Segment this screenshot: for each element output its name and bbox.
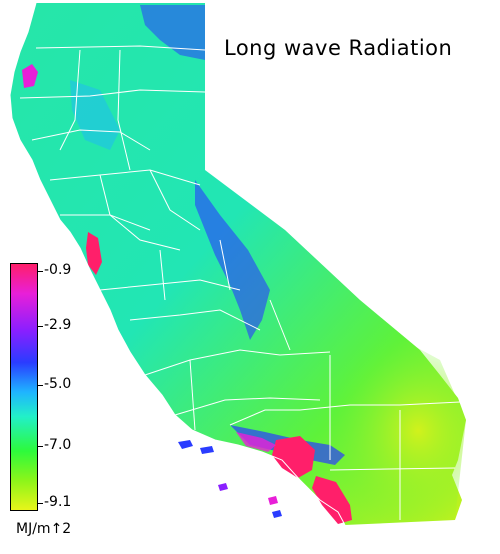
los-angeles-hotspot	[272, 436, 315, 478]
coastal-magenta	[236, 432, 276, 452]
legend-tick-mark	[38, 271, 43, 272]
legend-tick-label: -0.9	[44, 262, 72, 278]
legend-tick-label: -5.0	[44, 376, 72, 392]
legend-tick-mark	[38, 503, 43, 504]
color-scale-bar	[10, 263, 38, 511]
northeast-high-region	[140, 5, 205, 60]
northwest-hotspot	[22, 64, 38, 88]
legend-tick-label: -2.9	[44, 317, 72, 333]
county-boundaries	[19, 45, 461, 520]
map-title: Long wave Radiation	[224, 36, 453, 60]
legend-tick-label: -7.0	[44, 437, 72, 453]
channel-islands	[178, 440, 282, 518]
legend-tick-label: -9.1	[44, 494, 72, 510]
sierra-nevada-region	[195, 180, 270, 340]
coast-range-blue	[70, 80, 120, 150]
san-diego-hotspot	[312, 476, 352, 524]
bay-area-hotspot	[86, 232, 102, 275]
coastline	[9, 2, 346, 526]
legend-tick-mark	[38, 385, 43, 386]
legend-units: MJ/m↑2	[16, 521, 72, 537]
legend-tick-mark	[38, 446, 43, 447]
legend-tick-mark	[38, 326, 43, 327]
